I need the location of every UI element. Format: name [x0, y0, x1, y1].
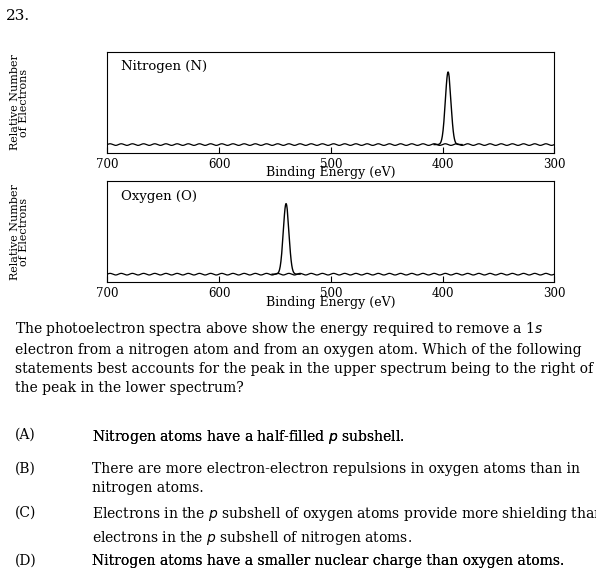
Text: Oxygen (O): Oxygen (O) — [120, 190, 197, 203]
Text: Nitrogen atoms have a smaller nuclear charge than oxygen atoms.: Nitrogen atoms have a smaller nuclear ch… — [92, 554, 564, 568]
Text: Relative Number: Relative Number — [10, 184, 20, 280]
Text: of Electrons: of Electrons — [19, 69, 29, 137]
Text: 23.: 23. — [6, 9, 30, 22]
Text: Relative Number: Relative Number — [10, 55, 20, 150]
Text: Electrons in the $p$ subshell of oxygen atoms provide more shielding than
electr: Electrons in the $p$ subshell of oxygen … — [92, 505, 596, 547]
Text: (D): (D) — [15, 554, 36, 568]
Text: Binding Energy (eV): Binding Energy (eV) — [266, 166, 396, 179]
Text: Binding Energy (eV): Binding Energy (eV) — [266, 296, 396, 309]
Text: Nitrogen (N): Nitrogen (N) — [120, 60, 207, 73]
Text: of Electrons: of Electrons — [19, 198, 29, 266]
Text: (B): (B) — [15, 462, 36, 476]
Text: Nitrogen atoms have a smaller nuclear charge than oxygen atoms.: Nitrogen atoms have a smaller nuclear ch… — [92, 554, 564, 568]
Text: The photoelectron spectra above show the energy required to remove a 1$s$
electr: The photoelectron spectra above show the… — [15, 320, 593, 395]
Text: (A): (A) — [15, 428, 36, 442]
Text: Nitrogen atoms have a half-filled $p$ subshell.: Nitrogen atoms have a half-filled $p$ su… — [92, 428, 405, 446]
Text: (C): (C) — [15, 505, 36, 519]
Text: There are more electron-electron repulsions in oxygen atoms than in
nitrogen ato: There are more electron-electron repulsi… — [92, 462, 581, 495]
Text: Nitrogen atoms have a half-filled $p$ subshell.: Nitrogen atoms have a half-filled $p$ su… — [92, 428, 405, 446]
